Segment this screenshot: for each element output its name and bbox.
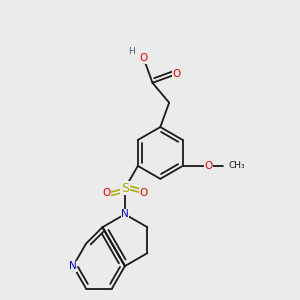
Text: CH₃: CH₃ xyxy=(228,161,245,170)
Text: N: N xyxy=(69,261,77,271)
Text: O: O xyxy=(102,188,110,198)
Text: N: N xyxy=(121,209,129,219)
Text: S: S xyxy=(121,182,129,195)
Text: O: O xyxy=(139,188,148,198)
Text: H: H xyxy=(128,47,135,56)
Text: O: O xyxy=(205,161,213,171)
Text: O: O xyxy=(173,69,181,79)
Text: O: O xyxy=(140,53,148,64)
